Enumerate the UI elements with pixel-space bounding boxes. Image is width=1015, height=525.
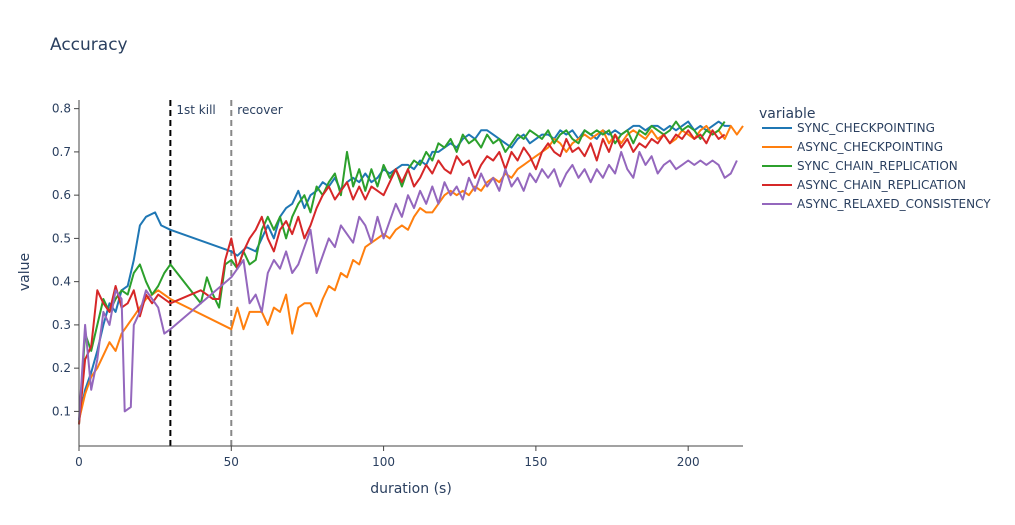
y-tick-label-5: 0.6 — [52, 188, 71, 202]
y-axis-ticks: 0.1 0.2 0.3 0.4 0.5 0.6 0.7 0.8 — [52, 102, 79, 418]
y-axis-title: value — [17, 253, 33, 291]
x-tick-label-4: 200 — [677, 455, 700, 469]
y-tick-label-0: 0.1 — [52, 404, 71, 418]
y-tick-label-1: 0.2 — [52, 361, 71, 375]
series-line-0 — [78, 120, 731, 421]
legend-label-3: ASYNC_CHAIN_REPLICATION — [797, 178, 966, 192]
legend-label-1: ASYNC_CHECKPOINTING — [797, 140, 943, 154]
y-tick-label-3: 0.4 — [52, 275, 71, 289]
legend: variable SYNC_CHECKPOINTING ASYNC_CHECKPO… — [759, 106, 991, 211]
series-lines — [78, 120, 744, 425]
legend-label-0: SYNC_CHECKPOINTING — [797, 121, 935, 135]
plot-area: 1st kill recover 0 50 100 150 200 0.10.20.30.… — [52, 100, 744, 469]
legend-title: variable — [759, 106, 815, 122]
y-tick-label-2: 0.3 — [52, 318, 71, 332]
y-tick-label-4: 0.5 — [52, 231, 71, 245]
chart-title: Accuracy — [50, 35, 128, 55]
vline-label-1: recover — [237, 103, 282, 117]
series-line-4 — [78, 150, 738, 421]
x-axis-title: duration (s) — [370, 481, 452, 497]
x-tick-label-3: 150 — [524, 455, 547, 469]
x-tick-label-0: 0 — [75, 455, 83, 469]
y-tick-label-6: 0.7 — [52, 145, 71, 159]
series-line-1 — [78, 124, 744, 421]
series-line-2 — [78, 120, 726, 425]
legend-label-4: ASYNC_RELAXED_CONSISTENCY — [797, 197, 991, 211]
series-line-3 — [78, 129, 726, 425]
y-tick-label-7: 0.8 — [52, 102, 71, 116]
x-tick-label-2: 100 — [372, 455, 395, 469]
legend-label-2: SYNC_CHAIN_REPLICATION — [797, 159, 958, 173]
reference-lines: 1st kill recover — [169, 100, 283, 446]
x-tick-label-1: 50 — [224, 455, 239, 469]
vline-label-0: 1st kill — [176, 103, 215, 117]
legend-items: SYNC_CHECKPOINTING ASYNC_CHECKPOINTING SYN… — [762, 121, 991, 211]
x-axis-ticks: 0 50 100 150 200 — [75, 446, 700, 469]
